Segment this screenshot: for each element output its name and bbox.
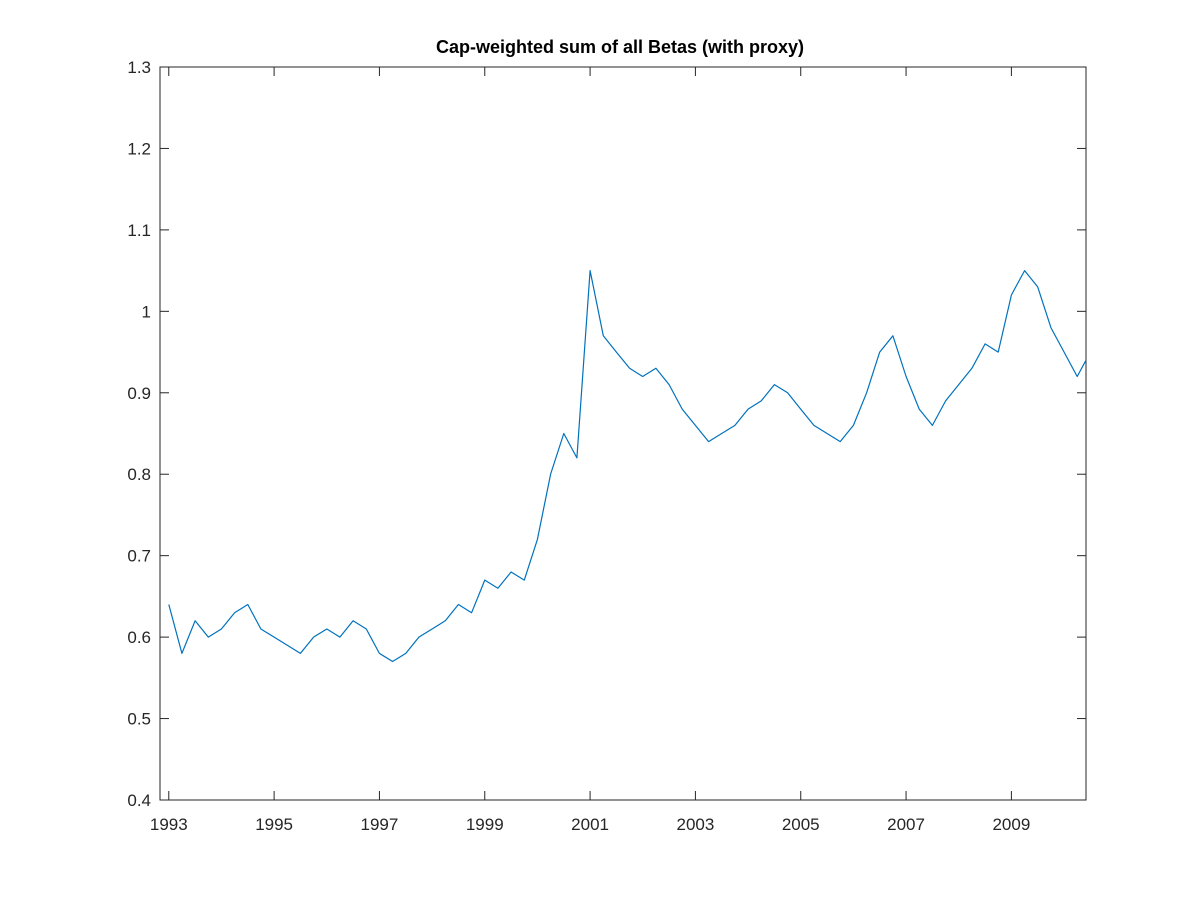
x-axis: 1993 1995 1997 1999 2001 2003 2005 2007 2009 <box>150 67 1030 834</box>
y-tick-label: 1.3 <box>127 58 151 77</box>
x-tick-label: 1993 <box>150 815 188 834</box>
x-tick-label: 2009 <box>992 815 1030 834</box>
y-tick-label: 0.5 <box>127 710 151 729</box>
x-tick-label: 1995 <box>255 815 293 834</box>
x-tick-label: 2001 <box>571 815 609 834</box>
x-tick-label: 2007 <box>887 815 925 834</box>
x-tick-label: 1997 <box>361 815 399 834</box>
x-tick-label: 2003 <box>676 815 714 834</box>
y-tick-label: 1.2 <box>127 139 151 158</box>
x-tick-label: 1999 <box>466 815 504 834</box>
y-tick-label: 1.1 <box>127 221 151 240</box>
y-axis: 0.4 0.5 0.6 0.7 0.8 0.9 1 1.1 1.2 1.3 <box>127 58 1086 810</box>
y-tick-label: 0.6 <box>127 628 151 647</box>
series-line <box>168 270 1087 663</box>
y-tick-label: 0.4 <box>127 791 151 810</box>
y-tick-label: 0.9 <box>127 384 151 403</box>
y-tick-label: 0.8 <box>127 465 151 484</box>
chart-title: Cap-weighted sum of all Betas (with prox… <box>436 37 804 57</box>
y-tick-label: 1 <box>142 302 151 321</box>
plot-area-box <box>159 66 1087 801</box>
y-tick-label: 0.7 <box>127 547 151 566</box>
x-tick-label: 2005 <box>782 815 820 834</box>
